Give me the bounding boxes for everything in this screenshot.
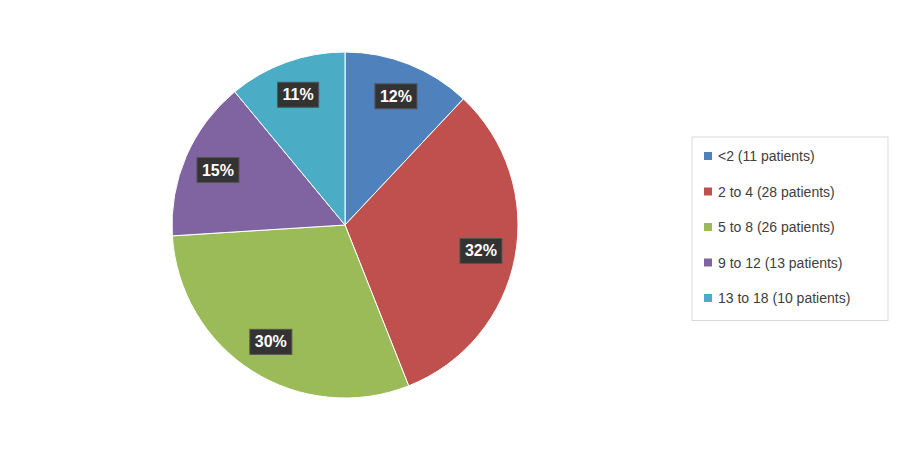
legend: <2 (11 patients) 2 to 4 (28 patients) 5 to… — [692, 137, 888, 321]
data-label: 30% — [255, 333, 287, 350]
legend-swatch — [704, 152, 712, 160]
legend-swatch — [704, 259, 712, 267]
legend-label: 9 to 12 (13 patients) — [718, 255, 843, 271]
data-label-group: 30% — [250, 329, 292, 354]
legend-label: 5 to 8 (26 patients) — [718, 219, 835, 235]
pie-slice — [172, 225, 408, 398]
data-label-box — [197, 158, 239, 183]
data-label: 12% — [380, 88, 412, 105]
legend-swatch — [704, 188, 712, 196]
data-label: 32% — [465, 242, 497, 259]
legend-swatch — [704, 223, 712, 231]
legend-label: <2 (11 patients) — [718, 148, 815, 164]
legend-swatch — [704, 294, 712, 302]
pie — [172, 52, 518, 398]
data-label-box — [250, 329, 292, 354]
chart: 12% 32% 30% 15% 11% <2 (11 patients) 2 to 4 (2… — [0, 0, 900, 450]
data-labels: 12% 32% 30% 15% 11% — [197, 82, 502, 354]
data-label-box — [460, 238, 502, 263]
data-label-group: 12% — [375, 84, 417, 109]
data-label-box — [278, 82, 319, 107]
data-label: 15% — [202, 162, 234, 179]
legend-label: 2 to 4 (28 patients) — [718, 184, 835, 200]
legend-label: 13 to 18 (10 patients) — [718, 290, 850, 306]
legend-frame — [692, 137, 888, 321]
data-label-group: 15% — [197, 158, 239, 183]
pie-slice — [235, 52, 345, 225]
data-label: 11% — [283, 86, 314, 103]
data-label-box — [375, 84, 417, 109]
data-label-group: 11% — [278, 82, 319, 107]
background — [0, 0, 900, 450]
data-label-group: 32% — [460, 238, 502, 263]
